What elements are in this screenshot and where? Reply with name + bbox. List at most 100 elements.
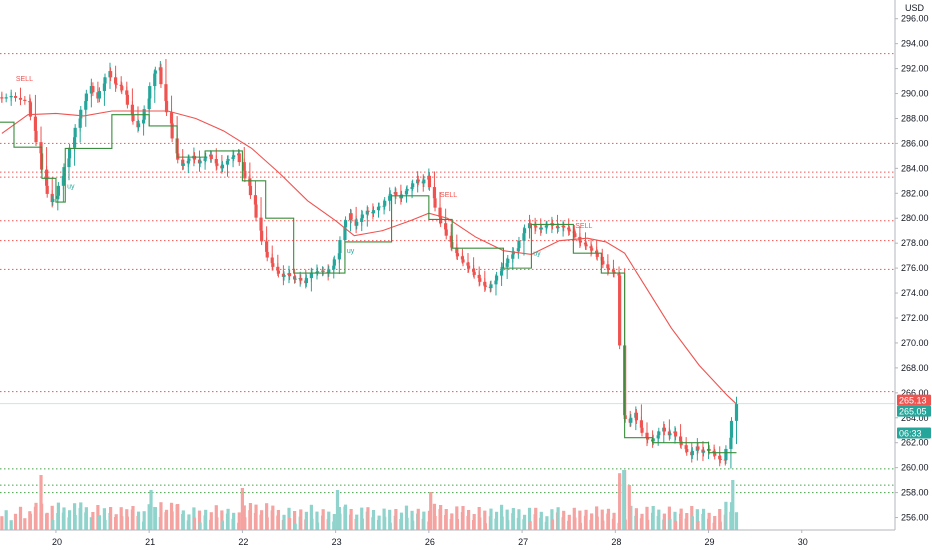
price-tick-label: 274.00 [901,288,929,298]
time-axis[interactable]: 20 21 22 23 26 27 28 29 30 [0,529,895,547]
volume-bar [713,516,717,530]
volume-bar [556,507,560,530]
candle-body [562,225,566,228]
candle-body [461,259,465,263]
volume-bar [315,511,319,530]
price-axis[interactable]: 256.00 258.00 260.00 262.00 264.00 266.00 268.… [894,0,931,530]
volume-bar [67,510,72,530]
price-tick-label: 296.00 [901,14,929,24]
candle-body [467,265,471,269]
candle-body [595,253,599,257]
price-tag [897,394,931,406]
candle-body [209,154,213,159]
volume-bar [651,506,655,530]
time-tick-label: 30 [798,537,808,547]
candle-body [237,153,241,163]
volume-bar [265,517,269,530]
volume-bar [478,517,482,530]
volume-bar [383,516,387,530]
candle-body [416,179,420,182]
volume-bar [595,516,599,530]
candle-body [383,200,387,206]
candle-body [260,230,264,242]
candle-body [455,253,460,257]
candle-body [327,269,331,274]
candle-body [657,431,661,436]
volume-bar [237,512,241,530]
volume-bar [388,509,392,530]
candle-body [724,448,728,461]
candle-body [299,278,303,281]
volume-bar [734,512,739,530]
candle-body [164,101,169,113]
candle-body [366,210,370,212]
time-tick-label: 26 [425,537,435,547]
volume-bar [153,507,157,530]
volume-bar [243,517,247,530]
candle-body [673,431,678,437]
candle-body [606,268,611,270]
candle-body [51,198,55,203]
candle-body [584,244,588,247]
candle-body [646,437,650,440]
volume-bar [718,509,722,530]
candle-body [634,412,639,421]
volume-bar [176,504,180,530]
volume-bar [13,513,18,530]
candle-body [159,67,163,85]
horizontal-levels [0,53,895,494]
volume-bar [293,511,297,530]
volume-bar [220,510,224,530]
candle-body [332,259,336,266]
candle-body [601,260,605,265]
candle-body [114,83,118,85]
volume-bar [405,517,409,530]
candle-body [67,147,72,159]
candle-body [690,450,694,456]
candle-body [148,86,152,99]
volume-bar [114,514,118,530]
volume-bar [18,506,23,530]
price-tick-label: 294.00 [901,39,929,49]
candle-body [573,233,577,237]
volume-bar [349,509,353,530]
volume-bar [422,511,426,530]
candle-body [248,185,253,196]
volume-bar [550,519,555,530]
volume-bar [9,520,13,530]
candle-body [271,263,275,267]
volume-bar [522,514,527,530]
candle-body [125,94,129,105]
candle-body [91,86,95,93]
candle-body [668,433,672,436]
price-tag-label: 06:33 [899,429,922,439]
price-tick-label: 262.00 [901,438,929,448]
volume-bar [645,506,649,530]
volume-bar [338,513,342,530]
candle-body [679,441,683,446]
volume-bar [517,509,521,530]
volume-bar [467,510,471,530]
indicator-lines [0,110,737,454]
candle-body [399,194,404,199]
candle-body [338,240,342,254]
volume-bar [444,509,448,530]
candle-body [545,224,549,226]
volume-bar [388,522,392,530]
volume-bar [411,520,415,530]
volume-bar [685,513,689,530]
candle-body [629,417,633,423]
volume-bar [506,520,510,530]
volume-bar [667,506,671,530]
candle-body [349,213,353,220]
candle-body [28,102,33,117]
volume-bar [410,510,414,530]
candle-body [181,163,185,166]
price-tick-label: 282.00 [901,188,929,198]
volume-bar [310,518,314,530]
volume-bar [606,508,611,530]
price-tick-label: 258.00 [901,488,929,498]
candle-body [226,159,230,161]
volume-bar [439,505,443,530]
